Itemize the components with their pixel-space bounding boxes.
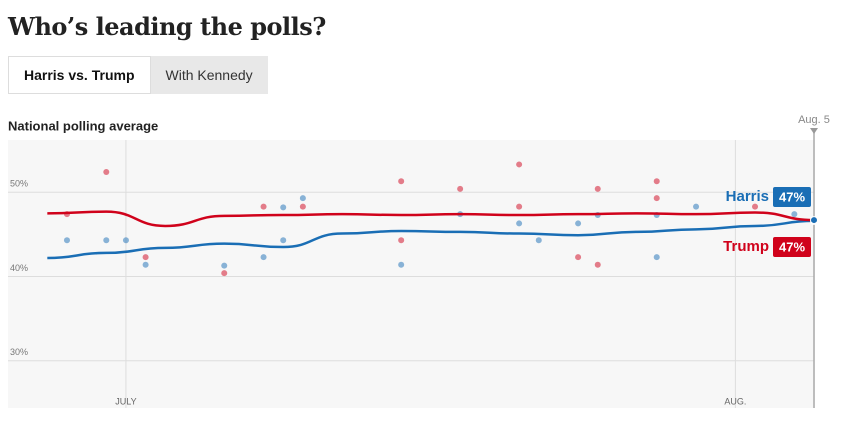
end-dot [810, 216, 818, 225]
current-date-label: Aug. 5 [798, 114, 830, 126]
x-tick-label: JULY [115, 396, 136, 406]
current-date-marker [810, 128, 818, 134]
plot-background [8, 140, 815, 408]
page-title: Who’s leading the polls? [8, 12, 326, 41]
trend-line [47, 210, 815, 228]
poll-dot [653, 178, 660, 185]
poll-dot [516, 203, 523, 210]
poll-dot [142, 254, 149, 261]
poll-dot [280, 237, 287, 244]
value-badge-label: 47% [779, 239, 805, 254]
poll-dot [142, 261, 149, 268]
poll-dot [791, 211, 798, 218]
poll-dot [398, 261, 405, 268]
poll-dot [575, 254, 582, 261]
poll-dot [299, 203, 306, 210]
value-badge-label: 47% [779, 189, 805, 204]
poll-dot [103, 169, 110, 176]
legend-label: Harris [726, 188, 769, 205]
x-tick-label: AUG. [724, 396, 746, 406]
poll-dot [260, 203, 267, 210]
poll-dot [653, 254, 660, 261]
poll-dot [653, 195, 660, 202]
poll-dot [575, 220, 582, 227]
trend-line [47, 219, 815, 260]
poll-dot [122, 237, 129, 244]
poll-dot [516, 220, 523, 227]
poll-dot [103, 237, 110, 244]
y-tick-label: 30% [10, 347, 28, 357]
poll-dot [535, 237, 542, 244]
poll-dot [221, 270, 228, 277]
poll-dot [752, 203, 759, 210]
poll-dot [221, 262, 228, 269]
tab[interactable]: With Kennedy [150, 56, 268, 94]
value-badge [773, 237, 811, 257]
y-tick-label: 40% [10, 263, 28, 273]
poll-dot [693, 203, 700, 210]
poll-dot [63, 237, 70, 244]
poll-dot [398, 178, 405, 185]
poll-dot [398, 237, 405, 244]
poll-dot [457, 185, 464, 192]
value-badge [773, 187, 811, 207]
tab-bar: Harris vs. Trump With Kennedy [8, 56, 268, 94]
legend-label: Trump [723, 238, 769, 255]
poll-dot [516, 161, 523, 168]
poll-dot [280, 204, 287, 211]
tab[interactable]: Harris vs. Trump [8, 56, 151, 94]
poll-dot [260, 254, 267, 261]
poll-dot [594, 261, 601, 268]
poll-dot [299, 195, 306, 202]
y-tick-label: 50% [10, 179, 28, 189]
chart-title: National polling average [8, 118, 158, 133]
poll-dot [594, 185, 601, 192]
